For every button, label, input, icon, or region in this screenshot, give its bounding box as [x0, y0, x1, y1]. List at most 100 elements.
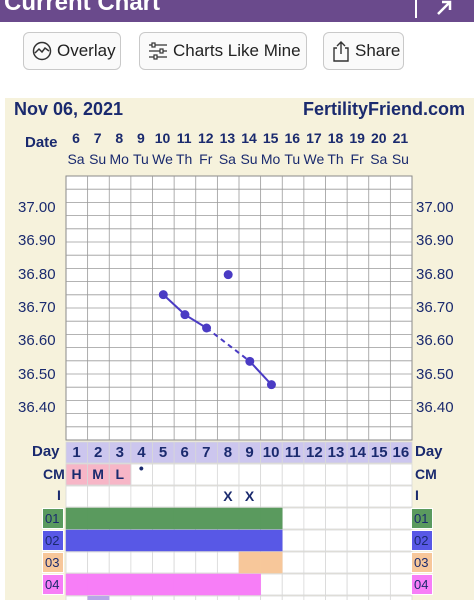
day-row-label-right: Day [415, 443, 443, 460]
cycle-day-number: 11 [284, 444, 301, 461]
cm-row-label-left: CM [43, 466, 65, 482]
tracker-row-tag[interactable]: 01 [411, 508, 433, 529]
weekday-label: Mo [260, 151, 281, 167]
y-tick-label: 36.90 [416, 232, 454, 250]
weekday-label: Fr [199, 151, 213, 167]
weekday-label: We [152, 151, 173, 167]
date-number: 16 [284, 130, 301, 146]
date-number: 21 [392, 130, 409, 146]
share-label: Share [355, 41, 401, 60]
temperature-line-segment [162, 293, 186, 316]
date-number: 12 [197, 130, 214, 146]
share-icon [333, 41, 349, 62]
weekday-label: Mo [109, 151, 129, 167]
weekday-label: Tu [284, 151, 301, 167]
charts-like-mine-button[interactable]: Charts Like Mine [139, 32, 307, 70]
temperature-point[interactable] [223, 270, 233, 280]
cycle-day-number: 5 [158, 444, 168, 461]
temperature-line-segment [205, 327, 251, 363]
share-arrow-icon[interactable] [434, 0, 454, 18]
weekday-label: Sa [67, 151, 85, 167]
date-number: 13 [219, 130, 236, 146]
sliders-icon [149, 42, 167, 60]
intercourse-row-label-right: I [415, 487, 419, 503]
charts-like-mine-label: Charts Like Mine [173, 41, 301, 60]
y-tick-label: 36.40 [18, 399, 56, 416]
date-number: 8 [115, 130, 124, 146]
date-number: 7 [93, 130, 102, 146]
weekday-label: Su [240, 151, 258, 167]
date-number: 14 [241, 130, 257, 146]
tracker-row-tag[interactable]: 04 [42, 574, 64, 595]
cycle-day-number: 6 [180, 444, 189, 461]
share-button[interactable]: Share [323, 32, 404, 70]
y-tick-label: 36.50 [18, 365, 56, 383]
temperature-point[interactable] [180, 310, 190, 320]
tracker-row-tag[interactable]: 03 [411, 552, 433, 573]
weekday-label: Su [391, 151, 409, 167]
date-number: 10 [154, 130, 171, 146]
cycle-day-number: 12 [306, 444, 323, 461]
temperature-point[interactable] [158, 290, 168, 300]
date-number: 20 [370, 130, 387, 146]
weekday-label: Sa [218, 151, 236, 167]
tracker-row-tag[interactable]: 04 [411, 574, 433, 595]
temperature-point[interactable] [245, 356, 255, 366]
date-number: 9 [136, 130, 145, 146]
weekday-label: Su [89, 151, 107, 167]
cycle-day-number: 2 [93, 444, 103, 461]
tracker-row-tag[interactable]: 01 [42, 508, 64, 529]
page-title: Current Chart [4, 0, 161, 16]
cycle-day-number: 7 [202, 444, 211, 461]
y-tick-label: 36.80 [18, 265, 56, 283]
chart-date: Nov 06, 2021 [14, 99, 124, 119]
y-tick-label: 36.80 [416, 265, 454, 283]
date-number: 15 [262, 130, 279, 146]
day-row-label-left: Day [32, 443, 60, 460]
cm-mark: • [138, 460, 144, 476]
app-header: Current Chart [0, 0, 474, 22]
cycle-day-number: 3 [115, 444, 124, 461]
weekday-label: Th [327, 151, 344, 167]
weekday-label: Tu [132, 151, 149, 167]
date-number: 18 [327, 130, 344, 146]
cycle-day-number: 4 [137, 444, 146, 461]
cm-mark: M [92, 466, 104, 482]
temperature-point[interactable] [266, 380, 276, 390]
intercourse-mark: X [223, 488, 233, 504]
brand-name: FertilityFriend.com [303, 99, 466, 119]
toolbar: Overlay Charts Like Mine Share [0, 22, 474, 98]
weekday-label: Fr [350, 151, 364, 167]
cycle-day-number: 10 [262, 444, 280, 461]
header-divider [415, 0, 417, 18]
weekday-label: Th [175, 151, 193, 167]
temperature-point[interactable] [202, 323, 212, 333]
cycle-day-number: 9 [245, 444, 254, 461]
y-tick-label: 37.00 [18, 199, 56, 216]
date-number: 17 [306, 130, 322, 146]
temperature-line-segment [249, 360, 273, 386]
date-number: 19 [349, 130, 365, 146]
y-tick-label: 36.50 [416, 365, 454, 383]
y-tick-label: 36.70 [416, 299, 454, 316]
date-number: 6 [72, 130, 80, 146]
intercourse-row-label-left: I [57, 487, 61, 503]
cycle-day-number: 1 [72, 444, 81, 461]
tracker-row-tag[interactable]: 02 [42, 530, 64, 551]
overlay-button[interactable]: Overlay [23, 32, 121, 70]
overlay-icon [32, 41, 52, 61]
cycle-day-number: 8 [223, 444, 233, 461]
tracker-row-tag[interactable]: 02 [411, 530, 433, 551]
y-tick-label: 36.60 [18, 332, 56, 350]
y-tick-label: 36.60 [416, 332, 454, 350]
weekday-label: We [303, 151, 325, 167]
cycle-day-number: 16 [392, 444, 410, 461]
date-number: 11 [176, 130, 192, 146]
intercourse-mark: X [244, 488, 255, 504]
overlay-label: Overlay [57, 41, 116, 60]
cm-mark: H [71, 466, 82, 482]
y-tick-label: 37.00 [416, 199, 454, 216]
tracker-row-tag[interactable]: 03 [42, 552, 64, 573]
y-tick-label: 36.40 [416, 399, 454, 416]
